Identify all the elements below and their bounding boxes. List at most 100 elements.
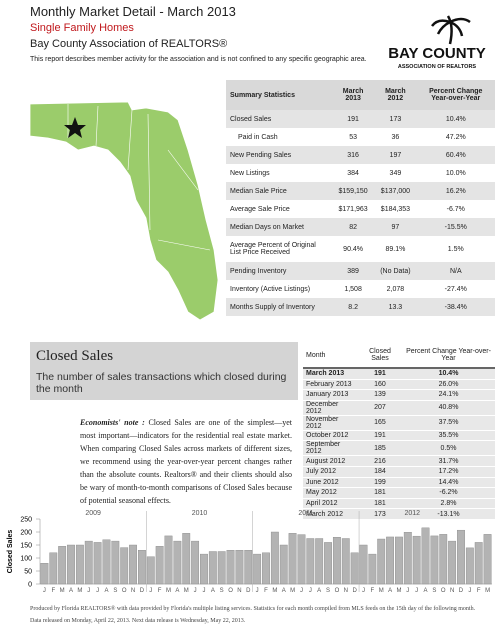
- cell: 165: [357, 415, 403, 431]
- bar: [421, 527, 430, 585]
- cell: -6.7%: [446, 205, 465, 213]
- bar: [403, 532, 412, 585]
- bar: [315, 538, 324, 585]
- bar: [253, 553, 262, 585]
- bar: [262, 552, 270, 585]
- bar: [297, 534, 306, 585]
- cell: 60.4%: [416, 146, 495, 164]
- cell: N/A: [416, 262, 495, 280]
- x-tick-label: M: [485, 588, 490, 594]
- cell: 24.1%: [402, 389, 495, 401]
- bar: [465, 547, 474, 585]
- bar: [483, 534, 492, 585]
- header-cell: Month: [303, 343, 358, 369]
- y-tick-label: 100: [20, 556, 32, 563]
- cell: Months Supply of Inventory: [226, 298, 332, 316]
- bar: [341, 538, 350, 585]
- x-tick-label: M: [77, 588, 82, 594]
- bar: [191, 540, 200, 585]
- section-subtitle: The number of sales transactions which c…: [36, 371, 287, 395]
- association: Bay County Association of REALTORS®: [30, 38, 228, 50]
- cell: October 2012: [303, 430, 358, 442]
- bar: [279, 544, 288, 585]
- x-tick-label: M: [184, 588, 189, 594]
- row: April 2012 181 2.8%: [303, 498, 495, 510]
- bar: [306, 538, 315, 585]
- cell: 82: [331, 218, 375, 236]
- summary-table: Summary Statistics March 2013 March 2012 Pe…: [226, 80, 495, 316]
- header-row: Summary Statistics March 2013 March 2012 Pe…: [226, 80, 495, 110]
- cell: 185: [357, 440, 403, 457]
- x-tick-label: M: [290, 588, 295, 594]
- bar: [350, 552, 359, 585]
- cell: 199: [357, 477, 403, 489]
- x-tick-label: A: [317, 588, 321, 594]
- cell: 2,078: [386, 285, 405, 293]
- x-tick-label: F: [371, 588, 375, 594]
- cell: 13.3: [374, 298, 417, 316]
- cell: 316: [331, 146, 375, 164]
- x-tick-label: A: [104, 588, 108, 594]
- bar: [332, 537, 341, 585]
- bar: [474, 542, 483, 585]
- cell: -13.1%: [402, 508, 495, 520]
- cell: 389: [331, 262, 375, 280]
- header-row: Month Closed Sales Percent Change Year-ove…: [303, 343, 495, 369]
- bar: [288, 533, 297, 585]
- bar: [67, 544, 75, 585]
- cell: 53: [349, 133, 357, 141]
- x-tick-label: J: [256, 588, 259, 594]
- x-tick-label: O: [335, 588, 340, 594]
- row: New Pending Sales 316 197 60.4%: [226, 146, 495, 164]
- row: May 2012 181 -6.2%: [303, 487, 495, 499]
- header-cell: Percent Change Year-over-Year: [416, 80, 495, 110]
- cell: (No Data): [374, 262, 417, 280]
- bar: [244, 550, 253, 585]
- logo-subtext: ASSOCIATION OF REALTORS: [398, 64, 477, 70]
- x-tick-label: A: [424, 588, 428, 594]
- logo-text: BAY COUNTY: [388, 45, 486, 62]
- row: July 2012 184 17.2%: [303, 466, 495, 478]
- cell: 191: [357, 368, 403, 380]
- x-tick-label: J: [149, 588, 152, 594]
- header-cell: Closed Sales: [357, 343, 403, 369]
- title: Monthly Market Detail - March 2013: [30, 4, 236, 19]
- x-tick-label: J: [43, 588, 46, 594]
- cell: 197: [374, 146, 417, 164]
- bar: [40, 563, 49, 585]
- cell: 97: [374, 218, 417, 236]
- x-tick-label: M: [60, 588, 65, 594]
- bar: [155, 546, 164, 585]
- cell: -6.2%: [402, 487, 495, 499]
- row: Closed Sales 191 173 10.4%: [226, 110, 495, 128]
- cell: 207: [357, 400, 403, 416]
- x-tick-label: N: [237, 588, 241, 594]
- x-tick-label: J: [300, 588, 303, 594]
- cell: 37.5%: [402, 415, 495, 431]
- x-tick-label: J: [87, 588, 90, 594]
- cell: Paid in Cash: [238, 133, 278, 141]
- bar: [395, 536, 403, 585]
- row: January 2013 139 24.1%: [303, 389, 495, 401]
- cell: August 2012: [303, 455, 358, 467]
- cell: March 2012: [303, 508, 358, 520]
- x-tick-label: M: [272, 588, 277, 594]
- cell: $137,000: [374, 182, 417, 200]
- cell: Median Days on Market: [226, 218, 332, 236]
- cell: -27.4%: [444, 285, 467, 293]
- cell: New Pending Sales: [226, 146, 332, 164]
- x-tick-label: M: [166, 588, 171, 594]
- cell: 139: [357, 389, 403, 401]
- x-tick-label: A: [211, 588, 215, 594]
- cell: $184,353: [380, 205, 410, 213]
- row: March 2013 191 10.4%: [303, 368, 495, 380]
- cell: 10.4%: [402, 368, 495, 380]
- bar: [359, 544, 368, 585]
- header-cell: Percent Change Year-over-Year: [402, 343, 495, 369]
- cell: Average Sale Price: [230, 205, 290, 213]
- cell: -38.4%: [416, 298, 495, 316]
- x-tick-label: S: [432, 588, 436, 594]
- cell: Average Percent of Original List Price R…: [230, 242, 316, 256]
- y-tick-label: 200: [20, 530, 32, 537]
